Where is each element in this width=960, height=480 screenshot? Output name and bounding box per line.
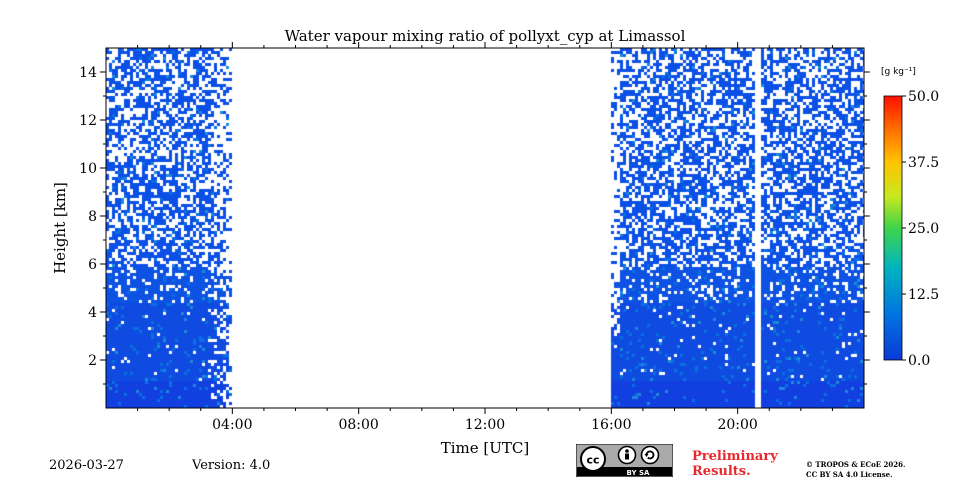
y-tick-label: 6 <box>88 257 97 273</box>
preliminary-line-1: Preliminary <box>692 449 778 464</box>
date-label: 2026-03-27 <box>49 458 124 473</box>
x-tick-label: 16:00 <box>591 417 631 433</box>
colorbar-gradient <box>884 96 902 360</box>
copyright-line-1: © TROPOS & ECoE 2026. <box>806 460 906 469</box>
y-tick-label: 10 <box>79 161 97 177</box>
x-tick-label: 12:00 <box>465 417 505 433</box>
y-tick-label: 14 <box>79 65 97 81</box>
cc-icon <box>580 446 606 472</box>
plot-area <box>106 48 864 408</box>
preliminary-line-2: Results. <box>692 464 751 479</box>
axes: 04:00 08:00 12:00 16:00 20:00 2 4 6 8 10 12 14 Water… <box>51 27 939 457</box>
x-tick-label: 04:00 <box>212 417 252 433</box>
preliminary-results-note: Preliminary Results. <box>692 449 778 479</box>
heatmap-image <box>106 48 864 408</box>
version-label: Version: 4.0 <box>192 458 271 473</box>
x-tick-label: 20:00 <box>717 417 757 433</box>
colorbar-tick-label: 50.0 <box>908 89 939 105</box>
colorbar-tick-label: 0.0 <box>908 353 930 369</box>
y-axis-label: Height [km] <box>51 182 69 274</box>
license-badge-text: BY SA <box>627 469 651 477</box>
cc-license-badge: cc BY SA <box>576 444 673 477</box>
colorbar-tick-label: 25.0 <box>908 221 939 237</box>
x-axis-label: Time [UTC] <box>441 439 530 457</box>
colorbar-unit-label: [g kg⁻¹] <box>881 67 916 77</box>
copyright-line-2: CC BY SA 4.0 License. <box>806 470 893 479</box>
svg-text:cc: cc <box>586 454 599 467</box>
y-tick-label: 8 <box>88 209 97 225</box>
colorbar-tick-label: 12.5 <box>908 287 939 303</box>
chart-title: Water vapour mixing ratio of pollyxt_cyp… <box>285 27 686 45</box>
share-alike-icon <box>640 445 660 465</box>
x-tick-label: 08:00 <box>338 417 378 433</box>
copyright-note: © TROPOS & ECoE 2026. CC BY SA 4.0 Licen… <box>806 460 905 480</box>
y-tick-label: 2 <box>88 353 97 369</box>
colorbar-tick-label: 37.5 <box>908 155 939 171</box>
y-tick-label: 12 <box>79 113 97 129</box>
y-tick-label: 4 <box>88 305 97 321</box>
